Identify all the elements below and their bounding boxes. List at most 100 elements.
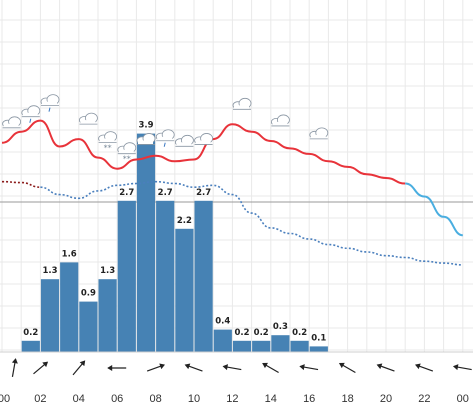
- arrow-head: [11, 358, 18, 364]
- precipitation-bar: [117, 200, 136, 352]
- x-tick-label: 14: [265, 393, 277, 405]
- bar-value-label: 2.2: [177, 216, 192, 226]
- bar-value-label: 0.2: [234, 328, 249, 338]
- wind-arrow-icon: [107, 365, 127, 371]
- wind-arrow-icon: [222, 364, 242, 371]
- wind-arrow-icon: [146, 363, 165, 372]
- arrow-head: [376, 363, 383, 370]
- cloud-icon: [174, 134, 194, 147]
- cloud-snow-icon: **: [98, 131, 117, 153]
- rain-drop: [29, 118, 32, 123]
- x-tick-label: 00: [457, 393, 469, 405]
- wind-arrow-icon: [299, 364, 319, 371]
- x-tick-label: 10: [188, 393, 200, 405]
- precipitation-bar: [79, 301, 98, 352]
- cloud-icon: [79, 112, 98, 125]
- bar-value-label: 0.2: [292, 328, 307, 338]
- bar-value-label: 1.6: [62, 249, 77, 259]
- cloud-shape: [3, 123, 19, 128]
- x-tick-label: 04: [73, 393, 85, 405]
- bar-value-label: 0.4: [215, 317, 230, 327]
- precipitation-bar: [98, 279, 117, 352]
- wind-arrow-icon: [11, 358, 18, 377]
- bar-value-label: 0.1: [311, 333, 326, 343]
- snow-flake: **: [104, 144, 112, 153]
- arrow-head: [262, 362, 268, 369]
- cloud-shape: [234, 105, 249, 110]
- precipitation-bar: [213, 329, 232, 352]
- cloud-shape: [195, 140, 211, 145]
- precipitation-bar: [60, 262, 79, 352]
- cloud-rain-icon: [40, 94, 60, 112]
- bar-value-label: 0.2: [23, 328, 38, 338]
- cloud-shape: [80, 120, 96, 125]
- snow-flake: **: [123, 155, 131, 164]
- precipitation-bar: [232, 340, 252, 352]
- cloud-shape: [272, 121, 288, 126]
- rain-drop: [163, 142, 166, 147]
- wind-arrow-icon: [33, 361, 49, 375]
- cloud-snow-icon: **: [117, 142, 137, 164]
- arrow-head: [159, 363, 165, 370]
- cloud-icon: [194, 133, 214, 145]
- series-line-red-solid: [1, 119, 406, 185]
- cloud-shape: [138, 140, 153, 145]
- arrow-head: [107, 365, 113, 371]
- precipitation-bar: [156, 200, 175, 352]
- arrow-head: [42, 361, 49, 368]
- cloud-icon: [232, 97, 252, 110]
- bar-value-label: 2.7: [119, 188, 134, 198]
- cloud-shape: [310, 134, 326, 139]
- bar-value-label: 1.3: [100, 266, 115, 276]
- bar-value-label: 2.7: [196, 188, 211, 198]
- wind-arrow-icon: [376, 363, 395, 372]
- cloud-shape: [157, 136, 173, 141]
- x-tick-label: 06: [111, 393, 123, 405]
- wind-arrow-icon: [338, 362, 356, 374]
- wind-strip: [0, 353, 473, 383]
- x-tick-label: 12: [226, 393, 238, 405]
- x-tick-label: 16: [303, 393, 315, 405]
- cloud-shape: [22, 112, 38, 117]
- arrow-head: [415, 363, 421, 370]
- bar-value-label: 0.3: [273, 322, 288, 332]
- x-tick-label: 20: [380, 393, 392, 405]
- precipitation-bar: [309, 346, 328, 352]
- cloud-shape: [99, 138, 115, 143]
- arrow-head: [222, 364, 228, 371]
- x-tick-label: 18: [341, 393, 353, 405]
- precipitation-bar: [21, 340, 40, 352]
- precipitation-bar: [40, 279, 60, 352]
- precipitation-bar: [271, 335, 290, 352]
- wind-arrow-icon: [452, 364, 472, 371]
- bar-value-label: 0.9: [81, 289, 96, 299]
- cloud-shape: [176, 142, 192, 147]
- arrow-head: [79, 360, 86, 367]
- wind-arrow-icon: [262, 362, 279, 374]
- precipitation-bar: [194, 200, 213, 352]
- bar-value-label: 2.7: [158, 188, 173, 198]
- cloud-icon: [270, 114, 290, 127]
- wind-arrow-icon: [415, 363, 434, 372]
- x-tick-label: 02: [34, 393, 46, 405]
- wind-arrow-icon: [72, 360, 86, 376]
- precipitation-bar: [136, 133, 156, 352]
- precipitation-bar: [252, 340, 271, 352]
- wind-arrow-icon: [184, 363, 203, 372]
- arrow-head: [299, 364, 305, 371]
- cloud-icon: [136, 133, 156, 145]
- cloud-shape: [42, 101, 57, 106]
- x-tick-label: 00: [0, 393, 10, 405]
- arrow-head: [452, 364, 459, 371]
- cloud-rain-icon: [21, 105, 41, 123]
- series-line-blue-solid: [405, 182, 464, 237]
- rain-drop: [48, 107, 51, 112]
- cloud-icon: [309, 127, 329, 140]
- cloud-icon: [2, 116, 22, 129]
- x-tick-label: 22: [418, 393, 430, 405]
- bar-value-label: 3.9: [138, 121, 153, 131]
- x-tick-label: 08: [149, 393, 161, 405]
- arrow-head: [184, 363, 191, 370]
